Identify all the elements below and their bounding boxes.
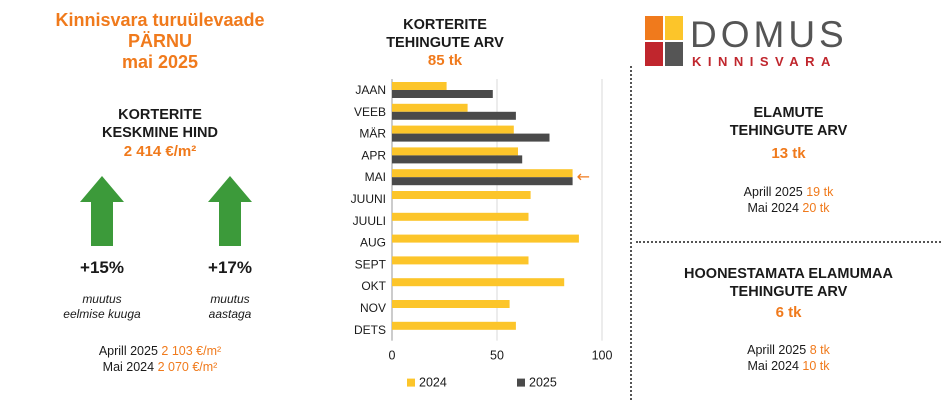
houses-compare2-value: 20 tk: [802, 201, 830, 215]
category-label: JUULI: [353, 214, 386, 228]
category-label: NOV: [360, 301, 386, 315]
bar-2024-juuni: [392, 191, 531, 199]
bar-2025-veeb: [392, 111, 516, 120]
vertical-divider: [630, 66, 632, 400]
bar-2024-jaan: [392, 82, 447, 90]
bar-2025-jaan: [392, 90, 493, 98]
land-compare1-value: 8 tk: [809, 343, 830, 357]
logo-wordmark: DOMUS: [690, 14, 848, 55]
horizontal-divider: [636, 241, 941, 243]
report-title-line1: Kinnisvara turuülevaade: [55, 10, 265, 30]
change-year-pct: +17%: [208, 258, 252, 277]
bar-2024-mär: [392, 125, 514, 134]
x-tick-label: 100: [592, 349, 613, 363]
houses-compare-row-1: Aprill 2025 19 tk: [636, 184, 941, 200]
chart-title-line1: KORTERITE: [403, 17, 487, 33]
up-arrow-icon: [80, 176, 124, 246]
x-tick-label: 50: [490, 349, 504, 363]
bar-2024-juuli: [392, 212, 529, 221]
category-label: AUG: [360, 236, 386, 250]
legend-label-2025: 2025: [529, 376, 557, 390]
price-compare-row-1: Aprill 2025 2 103 €/m²: [0, 343, 320, 359]
avg-price-heading-line2: KESKMINE HIND: [101, 125, 218, 141]
change-month-note-line2: eelmise kuuga: [63, 307, 141, 321]
houses-compare1-value: 19 tk: [806, 185, 834, 199]
bar-2025-mai: [392, 177, 573, 186]
change-year-note-line1: muutus: [210, 292, 250, 306]
change-month-note-line1: muutus: [82, 292, 122, 306]
legend-swatch-2025: [517, 378, 525, 387]
logo-square-3: [645, 42, 663, 66]
bar-2024-dets: [392, 321, 516, 330]
price-compare1-value: 2 103 €/m²: [161, 344, 222, 358]
avg-price-heading-line1: KORTERITE: [118, 107, 202, 123]
change-year-note-line2: aastaga: [208, 307, 252, 321]
houses-compare1-label: Aprill 2025: [743, 185, 803, 199]
apartment-transactions-chart: 0 50 100 JAAN VEEB MÄR APR MAI ← JUUNI JUULI AUG SEP…: [351, 79, 613, 390]
category-label: JAAN: [355, 83, 386, 97]
land-heading-line2: TEHINGUTE ARV: [729, 284, 848, 300]
category-label: APR: [361, 148, 386, 162]
report-title: Kinnisvara turuülevaade PÄRNU mai 2025: [0, 10, 320, 73]
land-heading-line1: HOONESTAMATA ELAMUMAA: [684, 266, 893, 282]
land-value: 6 tk: [775, 304, 802, 321]
logo-square-4: [665, 42, 683, 66]
chart-count: 85 tk: [427, 52, 463, 69]
chart-title-line2: TEHINGUTE ARV: [386, 35, 504, 51]
legend-swatch-2024: [407, 378, 415, 387]
category-label: OKT: [361, 279, 386, 293]
houses-heading: ELAMUTE TEHINGUTE ARV: [636, 104, 941, 140]
price-compare2-value: 2 070 €/m²: [157, 360, 218, 374]
land-compare-row-2: Mai 2024 10 tk: [636, 358, 941, 374]
bar-2025-mär: [392, 133, 550, 142]
logo-square-1: [645, 16, 663, 40]
houses-compare2-label: Mai 2024: [747, 201, 799, 215]
bar-2024-sept: [392, 256, 529, 265]
price-compare-row-2: Mai 2024 2 070 €/m²: [0, 359, 320, 375]
logo-subtitle: KINNISVARA: [692, 54, 837, 69]
category-label: VEEB: [354, 105, 386, 119]
category-label: JUUNI: [351, 192, 386, 206]
x-tick-label: 0: [389, 349, 396, 363]
category-label: MAI: [365, 170, 386, 184]
legend-label-2024: 2024: [419, 376, 447, 390]
avg-price-heading: KORTERITE KESKMINE HIND: [0, 106, 320, 142]
price-comparison: Aprill 2025 2 103 €/m² Mai 2024 2 070 €/…: [0, 343, 320, 375]
report-title-line3: mai 2025: [121, 52, 199, 72]
land-compare1-label: Aprill 2025: [747, 343, 807, 357]
houses-value: 13 tk: [771, 145, 806, 162]
highlight-arrow-icon: ←: [577, 167, 590, 186]
domus-logo-icon: [645, 16, 683, 66]
price-compare1-label: Aprill 2025: [98, 344, 158, 358]
land-compare-row-1: Aprill 2025 8 tk: [636, 342, 941, 358]
category-label: DETS: [354, 323, 386, 337]
avg-price-value: 2 414 €/m²: [123, 143, 197, 160]
change-year-note: muutus aastaga: [160, 292, 300, 322]
bar-2024-mai: [392, 169, 573, 178]
houses-compare-row-2: Mai 2024 20 tk: [636, 200, 941, 216]
bar-2024-nov: [392, 300, 510, 308]
change-month-note: muutus eelmise kuuga: [32, 292, 172, 322]
bar-2024-aug: [392, 234, 579, 243]
land-heading: HOONESTAMATA ELAMUMAA TEHINGUTE ARV: [636, 265, 941, 301]
houses-heading-line1: ELAMUTE: [753, 105, 824, 121]
logo-square-2: [665, 16, 683, 40]
houses-comparison: Aprill 2025 19 tk Mai 2024 20 tk: [636, 184, 941, 216]
change-month-pct: +15%: [80, 258, 124, 277]
report-title-line2: PÄRNU: [127, 31, 192, 51]
bar-2024-apr: [392, 147, 518, 156]
bar-2025-apr: [392, 155, 523, 164]
land-compare2-value: 10 tk: [802, 359, 830, 373]
category-label: MÄR: [359, 127, 386, 141]
chart-title: KORTERITE TEHINGUTE ARV: [355, 16, 535, 52]
price-compare2-label: Mai 2024: [102, 360, 155, 374]
up-arrow-icon: [208, 176, 252, 246]
land-comparison: Aprill 2025 8 tk Mai 2024 10 tk: [636, 342, 941, 374]
bar-2024-veeb: [392, 103, 468, 112]
land-compare2-label: Mai 2024: [747, 359, 799, 373]
houses-heading-line2: TEHINGUTE ARV: [729, 123, 848, 139]
category-label: SEPT: [355, 257, 387, 271]
bar-2024-okt: [392, 278, 565, 287]
